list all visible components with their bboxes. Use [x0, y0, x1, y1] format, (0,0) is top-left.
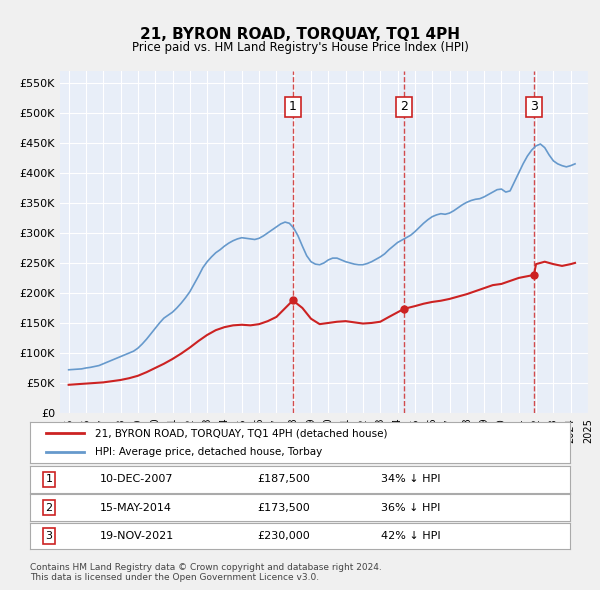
Text: Contains HM Land Registry data © Crown copyright and database right 2024.
This d: Contains HM Land Registry data © Crown c…	[30, 563, 382, 582]
Text: 15-MAY-2014: 15-MAY-2014	[100, 503, 172, 513]
Text: 19-NOV-2021: 19-NOV-2021	[100, 531, 175, 541]
Text: 3: 3	[46, 531, 52, 541]
Text: 42% ↓ HPI: 42% ↓ HPI	[381, 531, 440, 541]
Text: 1: 1	[46, 474, 52, 484]
Text: 21, BYRON ROAD, TORQUAY, TQ1 4PH: 21, BYRON ROAD, TORQUAY, TQ1 4PH	[140, 27, 460, 41]
Text: 3: 3	[530, 100, 538, 113]
Text: Price paid vs. HM Land Registry's House Price Index (HPI): Price paid vs. HM Land Registry's House …	[131, 41, 469, 54]
Text: £230,000: £230,000	[257, 531, 310, 541]
Text: 36% ↓ HPI: 36% ↓ HPI	[381, 503, 440, 513]
Text: HPI: Average price, detached house, Torbay: HPI: Average price, detached house, Torb…	[95, 447, 322, 457]
Text: £187,500: £187,500	[257, 474, 310, 484]
Text: 1: 1	[289, 100, 297, 113]
Text: 2: 2	[46, 503, 52, 513]
Text: 21, BYRON ROAD, TORQUAY, TQ1 4PH (detached house): 21, BYRON ROAD, TORQUAY, TQ1 4PH (detach…	[95, 428, 388, 438]
Text: 34% ↓ HPI: 34% ↓ HPI	[381, 474, 440, 484]
Text: £173,500: £173,500	[257, 503, 310, 513]
Text: 10-DEC-2007: 10-DEC-2007	[100, 474, 174, 484]
Text: 2: 2	[400, 100, 408, 113]
